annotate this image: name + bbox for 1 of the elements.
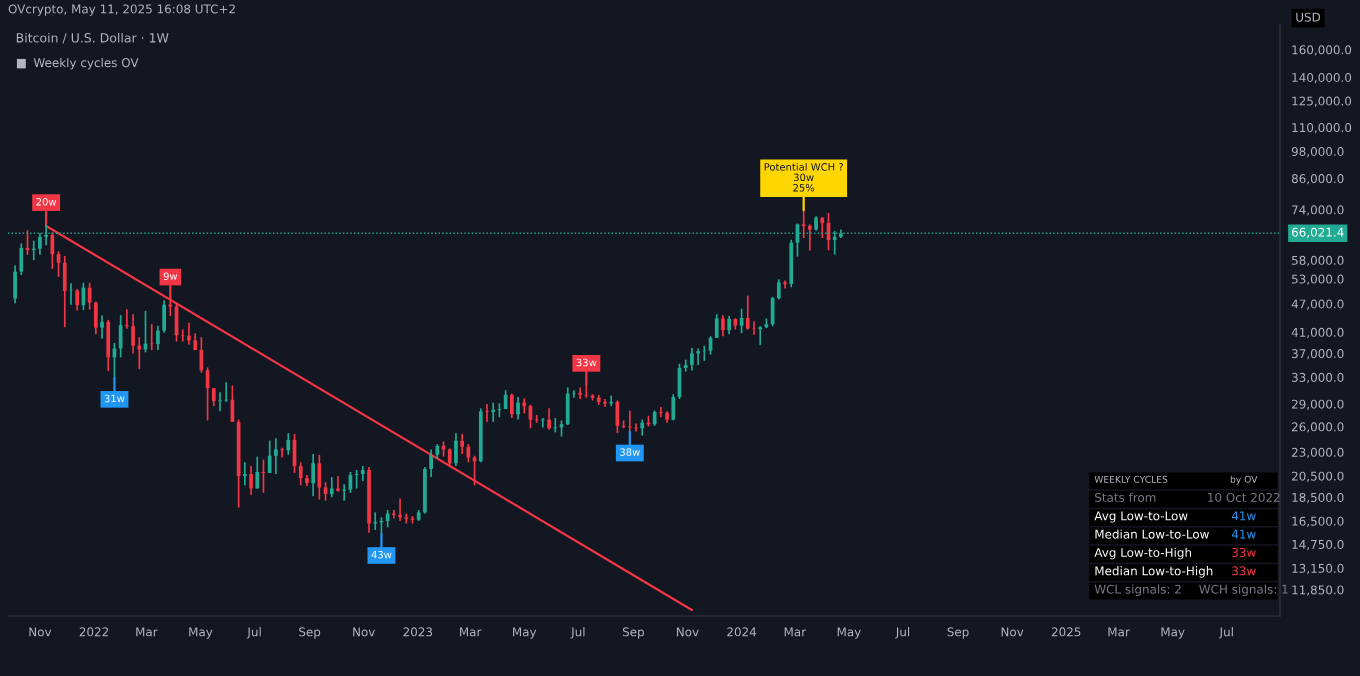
candlestick bbox=[180, 328, 185, 343]
